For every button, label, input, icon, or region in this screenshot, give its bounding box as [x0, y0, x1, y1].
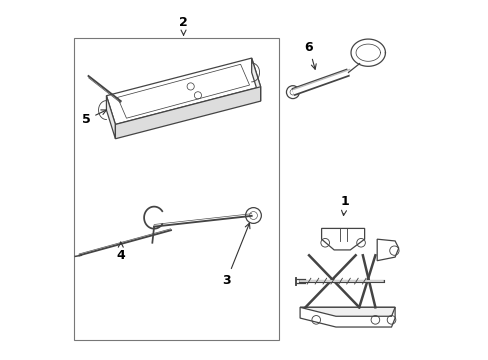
Polygon shape — [321, 228, 364, 250]
Text: 6: 6 — [304, 41, 316, 69]
Text: 4: 4 — [116, 242, 125, 262]
Polygon shape — [115, 87, 260, 139]
Polygon shape — [300, 307, 394, 327]
Text: 3: 3 — [222, 223, 249, 287]
Polygon shape — [376, 239, 398, 261]
Text: 1: 1 — [340, 195, 348, 215]
Bar — [74, 39, 278, 339]
Text: 5: 5 — [81, 110, 106, 126]
Polygon shape — [106, 58, 260, 125]
Polygon shape — [106, 96, 115, 139]
Polygon shape — [251, 58, 260, 101]
Text: 2: 2 — [179, 16, 187, 35]
Polygon shape — [300, 307, 394, 316]
